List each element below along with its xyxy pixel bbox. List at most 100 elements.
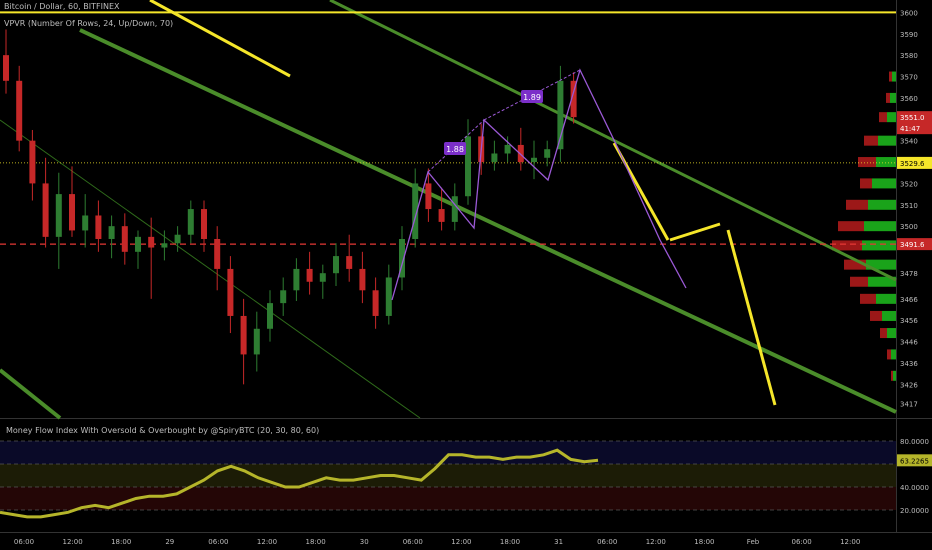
green-channel-mid[interactable] (329, 0, 897, 282)
vpvr-row-up (872, 178, 896, 189)
time-tick-label: 30 (360, 538, 369, 546)
candle-body (187, 209, 194, 235)
price-tick-label: 3570 (900, 74, 918, 82)
trendlines[interactable] (0, 0, 897, 420)
candle-body (293, 268, 300, 291)
candle-body (108, 226, 115, 239)
mfi-last-value-badge[interactable] (897, 454, 932, 467)
vpvr-row-down (838, 221, 864, 232)
price-tick-label: 3446 (900, 339, 918, 347)
vpvr-row-down (886, 92, 890, 103)
vpvr-row-up (887, 328, 896, 339)
candle-body (412, 183, 419, 239)
candle-body (319, 273, 326, 282)
candle-body (174, 234, 181, 244)
vpvr-row-down (850, 276, 868, 287)
thin-green-line[interactable] (0, 119, 421, 419)
time-tick-label: 18:00 (111, 538, 131, 546)
candle-body (438, 209, 445, 222)
candle-body (359, 268, 366, 291)
candle-body (504, 144, 511, 154)
price-pane[interactable] (0, 0, 896, 418)
mfi-tick-label: 20.0000 (900, 507, 929, 515)
candle-body (161, 243, 168, 248)
candle-body (570, 80, 577, 118)
price-badge[interactable] (897, 156, 932, 169)
yellow-trendline[interactable] (669, 222, 721, 242)
pattern-retrace-2 (483, 69, 581, 121)
vpvr-row-down (860, 293, 876, 304)
vpvr-row-up (893, 370, 896, 381)
candle-body (42, 183, 49, 237)
mfi-overbought-zone (0, 441, 896, 464)
price-tick-label: 3560 (900, 95, 918, 103)
candle-body (451, 196, 458, 222)
time-tick-label: 31 (554, 538, 563, 546)
time-tick-label: 12:00 (646, 538, 666, 546)
time-tick-label: 06:00 (208, 538, 228, 546)
candle-body (240, 315, 247, 355)
pattern-ratio-label: 1.88 (446, 145, 464, 154)
mfi-tick-label: 80.0000 (900, 438, 929, 446)
yellow-trendline[interactable] (726, 229, 777, 406)
mfi-axis[interactable]: 80.0000 40.0000 20.0000 63.2265 (897, 438, 932, 515)
vpvr-row-down (889, 71, 892, 82)
green-channel-lower[interactable] (0, 368, 62, 420)
vpvr-row-up (868, 199, 896, 210)
mfi-title[interactable]: Money Flow Index With Oversold & Overbou… (6, 426, 320, 435)
candle-body (82, 215, 89, 231)
pattern-ratio-badge (521, 90, 543, 103)
pattern-ratio-label: 1.89 (523, 93, 541, 102)
candle-body (55, 194, 62, 237)
candle-body (491, 153, 498, 163)
price-badge-label: 3551.0 (900, 114, 925, 122)
price-tick-label: 3500 (900, 223, 918, 231)
pattern-zigzag[interactable] (391, 68, 687, 301)
time-tick-label: 12:00 (451, 538, 471, 546)
time-tick-label: 12:00 (257, 538, 277, 546)
mfi-last-value-label: 63.2265 (900, 457, 929, 465)
price-tick-label: 3426 (900, 381, 918, 389)
candle-body (346, 256, 353, 269)
vpvr-row-up (878, 135, 896, 146)
mfi-series (0, 440, 896, 519)
vpvr-row-up (892, 71, 896, 82)
vpvr-row-down (858, 157, 876, 168)
price-tick-label: 3466 (900, 296, 918, 304)
time-tick-label: 18:00 (694, 538, 714, 546)
vpvr-row-down (860, 178, 872, 189)
time-tick-label: 29 (165, 538, 174, 546)
harmonic-pattern[interactable]: 1.88 1.89 (391, 68, 687, 301)
mfi-tick-label: 40.0000 (900, 484, 929, 492)
price-tick-label: 3436 (900, 360, 918, 368)
candle-body (253, 328, 260, 355)
candle-body (372, 290, 379, 316)
candle-body (306, 268, 313, 282)
candle-body (385, 277, 392, 316)
vpvr-row-up (891, 349, 896, 360)
time-tick-label: 18:00 (500, 538, 520, 546)
candle-body (29, 140, 36, 184)
time-axis[interactable]: 06:00 12:00 18:00 29 06:00 12:00 18:00 30 06:00 1… (14, 538, 860, 546)
price-badge-label: 3529.6 (900, 160, 925, 168)
price-badge[interactable] (897, 111, 932, 124)
price-badge[interactable] (897, 238, 932, 251)
candle-body (399, 238, 405, 278)
mfi-line (0, 448, 599, 519)
vpvr-histogram (832, 71, 896, 381)
vpvr-title[interactable]: VPVR (Number Of Rows, 24, Up/Down, 70) (4, 19, 174, 28)
time-tick-label: 12:00 (840, 538, 860, 546)
pattern-ratio-badge (444, 142, 466, 155)
price-tick-label: 3590 (900, 31, 918, 39)
price-axis[interactable]: 3600 3590 3580 3570 3560 3540 3520 3510 3500 3478… (897, 9, 932, 409)
time-tick-label: 06:00 (14, 538, 34, 546)
candle-body (135, 236, 141, 252)
price-tick-label: 3580 (900, 52, 918, 60)
candle-body (214, 238, 221, 269)
price-badge[interactable] (897, 122, 932, 135)
candle-body (267, 303, 273, 329)
mfi-neutral-zone (0, 464, 896, 487)
yellow-trendline[interactable] (149, 0, 291, 78)
symbol-title[interactable]: Bitcoin / Dollar, 60, BITFINEX (4, 2, 120, 11)
